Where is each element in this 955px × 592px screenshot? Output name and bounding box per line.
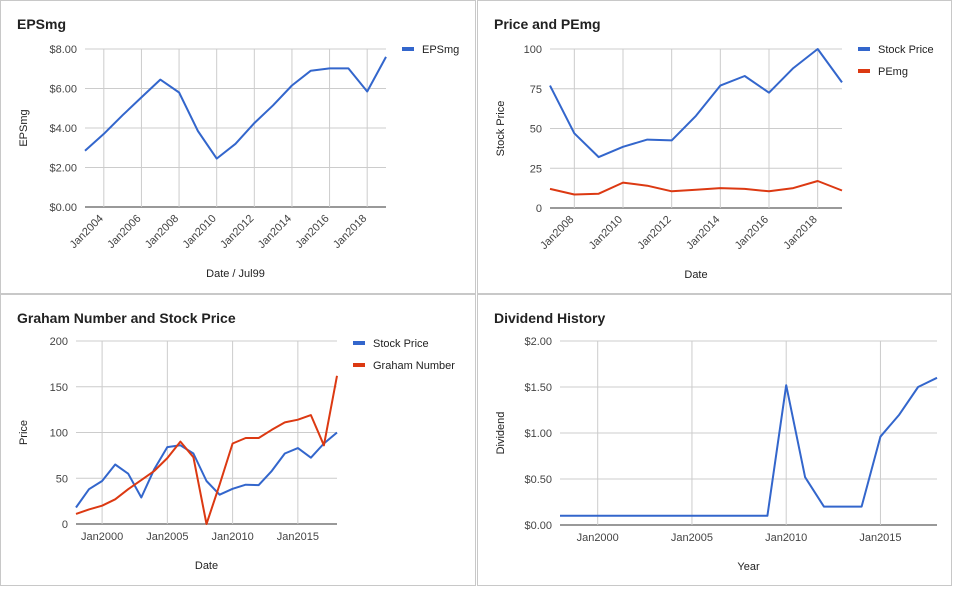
y-tick-label: 0 <box>62 519 68 531</box>
x-tick-label: Jan2016 <box>733 214 771 252</box>
chart-title: EPSmg <box>17 16 66 32</box>
y-tick-label: 50 <box>530 124 542 136</box>
chart-title: Price and PEmg <box>494 16 601 32</box>
series-line-1 <box>84 56 387 160</box>
y-tick-label: $1.00 <box>524 428 552 440</box>
x-tick-label: Jan2000 <box>81 531 123 543</box>
x-tick-label: Jan2014 <box>684 214 722 252</box>
legend-label: Graham Number <box>373 360 455 372</box>
y-tick-label: $0.50 <box>524 474 552 486</box>
series-line-1 <box>549 48 843 159</box>
x-tick-label: Jan2010 <box>211 531 253 543</box>
graham-chart: Graham Number and Stock Price 0 50 100 150 20… <box>17 310 455 572</box>
chart-title: Graham Number and Stock Price <box>17 310 236 326</box>
y-tick-label: 75 <box>530 84 542 96</box>
y-tick-label: $2.00 <box>49 163 77 175</box>
dividend-chart-panel: Dividend History $0.00 $0.50 $1.00 $1.50 $2.0… <box>477 294 952 586</box>
y-tick-label: $1.50 <box>524 382 552 394</box>
y-tick-label: $2.00 <box>524 336 552 348</box>
series-line-1 <box>560 376 938 517</box>
legend-label: EPSmg <box>422 44 459 56</box>
x-tick-label: Jan2010 <box>587 214 625 252</box>
y-tick-label: $8.00 <box>49 44 77 56</box>
y-tick-label: 100 <box>50 428 68 440</box>
series-line-1 <box>75 431 338 509</box>
x-tick-label: Jan2016 <box>293 213 331 251</box>
series-line-2 <box>549 180 843 196</box>
dividend-chart: Dividend History $0.00 $0.50 $1.00 $1.50 $2.0… <box>494 310 938 573</box>
y-tick-label: 200 <box>50 336 68 348</box>
x-axis-label: Year <box>737 561 760 573</box>
x-axis-label: Date <box>684 269 707 281</box>
legend-label: Stock Price <box>373 338 429 350</box>
price-pe-chart: Price and PEmg 0 25 50 75 100 Jan2008 Jan2010 Ja… <box>494 16 934 281</box>
y-axis-label: Dividend <box>495 412 507 455</box>
y-axis-label: Price <box>18 420 30 445</box>
graham-chart-panel: Graham Number and Stock Price 0 50 100 150 20… <box>0 294 476 586</box>
y-tick-label: 0 <box>536 203 542 215</box>
x-tick-label: Jan2008 <box>143 213 181 251</box>
y-tick-label: $4.00 <box>49 123 77 135</box>
x-tick-label: Jan2014 <box>256 213 294 251</box>
x-tick-label: Jan2018 <box>331 213 369 251</box>
y-axis-label: EPSmg <box>18 109 30 146</box>
x-axis-label: Date / Jul99 <box>206 268 265 280</box>
x-tick-label: Jan2008 <box>538 214 576 252</box>
legend-label: PEmg <box>878 66 908 78</box>
eps-chart-panel: EPSmg $0.00 $2.00 $4.00 $6.00 $8.00 Jan2004 Jan… <box>0 0 476 294</box>
y-tick-label: 100 <box>524 44 542 56</box>
y-axis-label: Stock Price <box>495 101 507 157</box>
y-tick-label: 25 <box>530 163 542 175</box>
x-tick-label: Jan2005 <box>671 532 713 544</box>
x-tick-label: Jan2010 <box>180 213 218 251</box>
x-axis-label: Date <box>195 560 218 572</box>
y-tick-label: $0.00 <box>49 202 77 214</box>
x-tick-label: Jan2004 <box>68 213 106 251</box>
y-tick-label: $6.00 <box>49 84 77 96</box>
x-tick-label: Jan2006 <box>105 213 143 251</box>
y-tick-label: $0.00 <box>524 520 552 532</box>
chart-title: Dividend History <box>494 310 605 326</box>
price-pe-chart-panel: Price and PEmg 0 25 50 75 100 Jan2008 Jan2010 Ja… <box>477 0 952 294</box>
series-line-2 <box>75 375 338 525</box>
x-tick-label: Jan2005 <box>146 531 188 543</box>
x-tick-label: Jan2018 <box>781 214 819 252</box>
x-tick-label: Jan2012 <box>218 213 256 251</box>
x-tick-label: Jan2000 <box>577 532 619 544</box>
x-tick-label: Jan2012 <box>635 214 673 252</box>
x-tick-label: Jan2015 <box>859 532 901 544</box>
y-tick-label: 50 <box>56 473 68 485</box>
x-tick-label: Jan2010 <box>765 532 807 544</box>
y-tick-label: 150 <box>50 382 68 394</box>
legend-label: Stock Price <box>878 44 934 56</box>
x-tick-label: Jan2015 <box>277 531 319 543</box>
